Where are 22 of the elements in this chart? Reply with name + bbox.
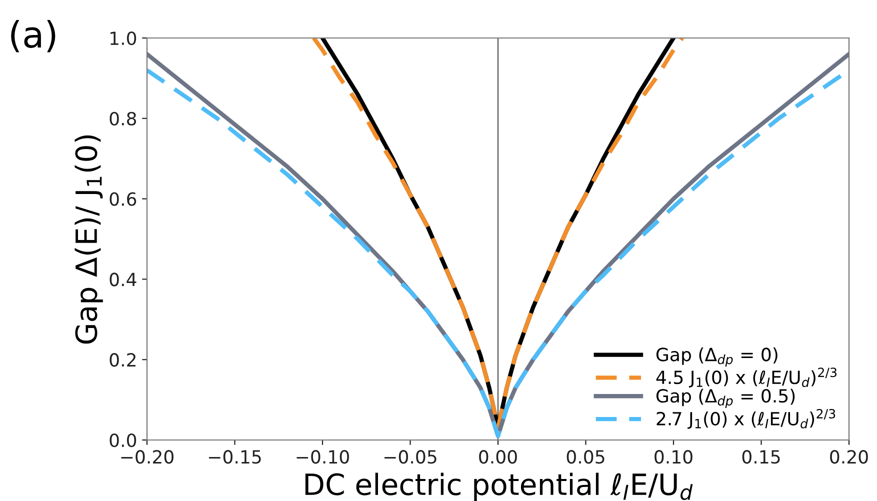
y-tick-label: 0.6 bbox=[110, 192, 136, 206]
legend-label: 2.7 J$_{1}$(0) x (ℓ$_{I}$E/U$_{d}$)$^{2/3}$ bbox=[656, 408, 836, 429]
x-tick-label: −0.10 bbox=[296, 450, 349, 464]
x-tick-label: 0.05 bbox=[566, 450, 604, 464]
x-tick-label: −0.05 bbox=[384, 450, 436, 464]
x-tick-label: 0.00 bbox=[479, 450, 517, 464]
y-axis-title: Gap Δ(E)/ J$_{1}$(0) bbox=[74, 135, 103, 344]
y-tick-label: 0.4 bbox=[110, 272, 136, 286]
x-tick-label: 0.15 bbox=[742, 450, 780, 464]
text: (a) bbox=[11, 20, 56, 52]
x-tick-label: 0.20 bbox=[830, 450, 868, 464]
x-tick-label: −0.15 bbox=[208, 450, 261, 464]
legend-label: Gap (Δ$_{dp}$ = 0.5) bbox=[656, 388, 795, 408]
legend-label: 4.5 J$_{1}$(0) x (ℓ$_{I}$E/U$_{d}$)$^{2/3}$ bbox=[656, 368, 837, 388]
x-axis-title: DC electric potential ℓ$_{I}$E/U$_{d}$ bbox=[305, 472, 693, 501]
y-tick-label: 0.2 bbox=[110, 353, 136, 367]
x-tick-label: −0.20 bbox=[121, 450, 174, 464]
y-tick-label: 0.8 bbox=[110, 112, 136, 126]
y-tick-label: 1.0 bbox=[110, 31, 136, 46]
x-tick-label: 0.10 bbox=[654, 450, 692, 464]
y-tick-label: 0.0 bbox=[110, 433, 136, 448]
legend-label: Gap (Δ$_{dp}$ = 0) bbox=[656, 347, 778, 367]
